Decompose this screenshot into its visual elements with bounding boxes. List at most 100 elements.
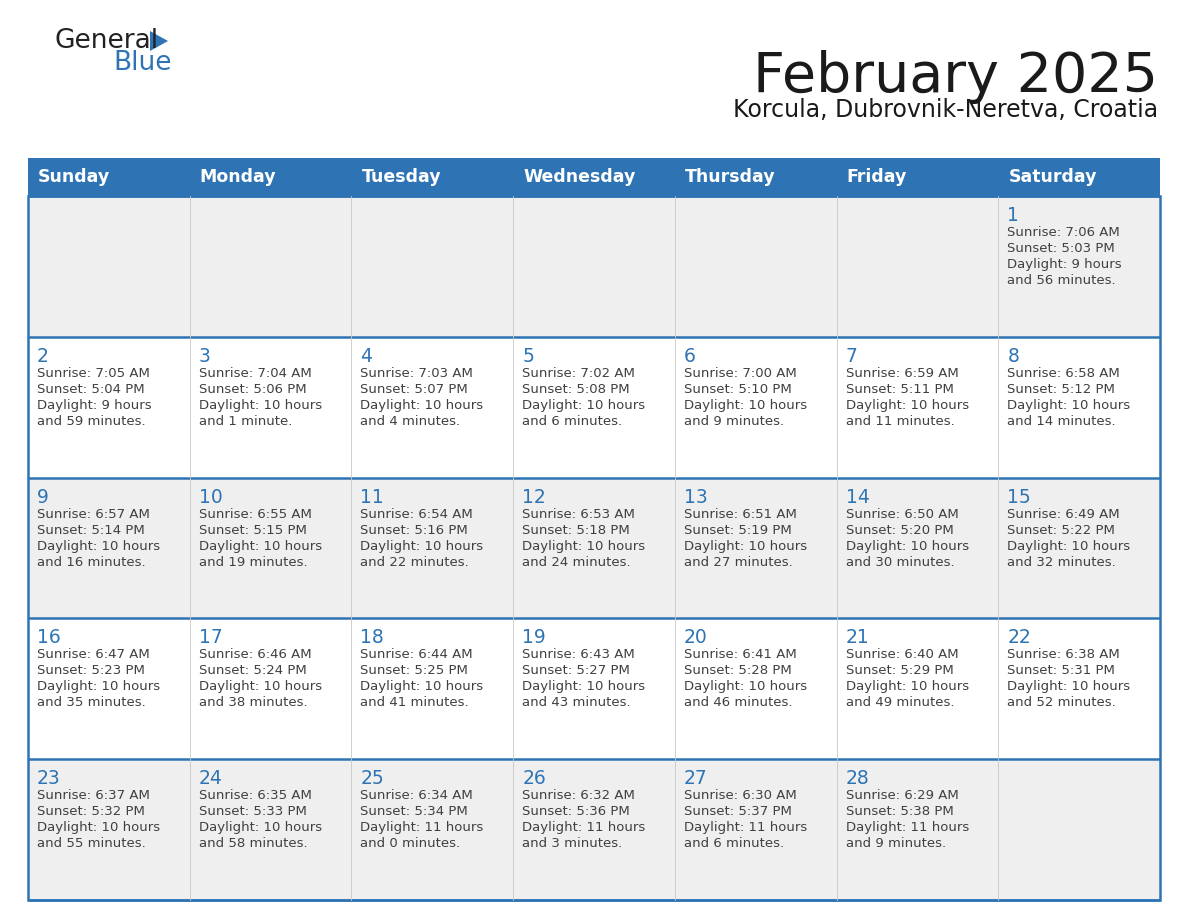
Text: Sunset: 5:38 PM: Sunset: 5:38 PM — [846, 805, 953, 818]
Text: Sunrise: 7:04 AM: Sunrise: 7:04 AM — [198, 367, 311, 380]
Text: and 59 minutes.: and 59 minutes. — [37, 415, 146, 428]
Text: Daylight: 10 hours: Daylight: 10 hours — [846, 540, 968, 553]
Text: and 27 minutes.: and 27 minutes. — [684, 555, 792, 568]
Text: Sunrise: 6:35 AM: Sunrise: 6:35 AM — [198, 789, 311, 802]
Text: Sunrise: 6:53 AM: Sunrise: 6:53 AM — [523, 508, 636, 521]
Text: Daylight: 11 hours: Daylight: 11 hours — [523, 822, 645, 834]
Text: 24: 24 — [198, 769, 222, 789]
Text: Daylight: 10 hours: Daylight: 10 hours — [37, 822, 160, 834]
Text: Daylight: 10 hours: Daylight: 10 hours — [37, 540, 160, 553]
Text: Sunset: 5:08 PM: Sunset: 5:08 PM — [523, 383, 630, 396]
Text: Sunrise: 6:29 AM: Sunrise: 6:29 AM — [846, 789, 959, 802]
Text: Sunrise: 7:05 AM: Sunrise: 7:05 AM — [37, 367, 150, 380]
Text: and 30 minutes.: and 30 minutes. — [846, 555, 954, 568]
Text: and 49 minutes.: and 49 minutes. — [846, 697, 954, 710]
Text: Daylight: 10 hours: Daylight: 10 hours — [198, 822, 322, 834]
Text: 28: 28 — [846, 769, 870, 789]
Text: Daylight: 10 hours: Daylight: 10 hours — [1007, 398, 1131, 412]
Text: Friday: Friday — [847, 168, 906, 186]
Text: and 9 minutes.: and 9 minutes. — [846, 837, 946, 850]
Text: Saturday: Saturday — [1009, 168, 1097, 186]
Text: and 1 minute.: and 1 minute. — [198, 415, 292, 428]
Text: Daylight: 10 hours: Daylight: 10 hours — [846, 680, 968, 693]
Text: 3: 3 — [198, 347, 210, 365]
Text: Sunset: 5:11 PM: Sunset: 5:11 PM — [846, 383, 954, 396]
Text: 14: 14 — [846, 487, 870, 507]
Text: Sunset: 5:24 PM: Sunset: 5:24 PM — [198, 665, 307, 677]
Text: General: General — [55, 28, 159, 54]
Text: and 56 minutes.: and 56 minutes. — [1007, 274, 1116, 287]
Text: Sunset: 5:28 PM: Sunset: 5:28 PM — [684, 665, 791, 677]
Text: and 46 minutes.: and 46 minutes. — [684, 697, 792, 710]
Text: Sunrise: 7:03 AM: Sunrise: 7:03 AM — [360, 367, 473, 380]
Text: Daylight: 10 hours: Daylight: 10 hours — [360, 680, 484, 693]
Text: 20: 20 — [684, 629, 708, 647]
Text: Sunrise: 6:47 AM: Sunrise: 6:47 AM — [37, 648, 150, 661]
Text: and 14 minutes.: and 14 minutes. — [1007, 415, 1116, 428]
Text: 18: 18 — [360, 629, 384, 647]
Text: Sunrise: 6:50 AM: Sunrise: 6:50 AM — [846, 508, 959, 521]
Text: Sunset: 5:32 PM: Sunset: 5:32 PM — [37, 805, 145, 818]
Text: Sunrise: 6:30 AM: Sunrise: 6:30 AM — [684, 789, 797, 802]
Text: Daylight: 10 hours: Daylight: 10 hours — [846, 398, 968, 412]
Text: Sunset: 5:20 PM: Sunset: 5:20 PM — [846, 523, 953, 537]
Text: Sunset: 5:04 PM: Sunset: 5:04 PM — [37, 383, 145, 396]
Bar — [29, 759, 1159, 900]
Text: and 11 minutes.: and 11 minutes. — [846, 415, 954, 428]
Text: Sunrise: 6:57 AM: Sunrise: 6:57 AM — [37, 508, 150, 521]
Text: 13: 13 — [684, 487, 708, 507]
Bar — [836, 158, 998, 196]
Text: Sunset: 5:15 PM: Sunset: 5:15 PM — [198, 523, 307, 537]
Text: Wednesday: Wednesday — [523, 168, 636, 186]
Text: Thursday: Thursday — [684, 168, 776, 186]
Bar — [352, 158, 513, 196]
Text: Sunset: 5:23 PM: Sunset: 5:23 PM — [37, 665, 145, 677]
Text: 23: 23 — [37, 769, 61, 789]
Text: Daylight: 10 hours: Daylight: 10 hours — [360, 398, 484, 412]
Text: 9: 9 — [37, 487, 49, 507]
Text: Sunrise: 7:02 AM: Sunrise: 7:02 AM — [523, 367, 636, 380]
Text: Sunrise: 7:06 AM: Sunrise: 7:06 AM — [1007, 226, 1120, 239]
Text: Sunset: 5:27 PM: Sunset: 5:27 PM — [523, 665, 630, 677]
Text: and 43 minutes.: and 43 minutes. — [523, 697, 631, 710]
Text: 4: 4 — [360, 347, 372, 365]
Text: and 0 minutes.: and 0 minutes. — [360, 837, 461, 850]
Text: 17: 17 — [198, 629, 222, 647]
Text: and 38 minutes.: and 38 minutes. — [198, 697, 308, 710]
Text: Monday: Monday — [200, 168, 277, 186]
Text: Sunset: 5:18 PM: Sunset: 5:18 PM — [523, 523, 630, 537]
Text: 6: 6 — [684, 347, 696, 365]
Text: Blue: Blue — [113, 50, 171, 76]
Text: Sunset: 5:03 PM: Sunset: 5:03 PM — [1007, 242, 1116, 255]
Text: Daylight: 11 hours: Daylight: 11 hours — [360, 822, 484, 834]
Text: Daylight: 10 hours: Daylight: 10 hours — [37, 680, 160, 693]
Text: Sunset: 5:33 PM: Sunset: 5:33 PM — [198, 805, 307, 818]
Text: and 55 minutes.: and 55 minutes. — [37, 837, 146, 850]
Text: Sunset: 5:14 PM: Sunset: 5:14 PM — [37, 523, 145, 537]
Text: 15: 15 — [1007, 487, 1031, 507]
Text: Daylight: 10 hours: Daylight: 10 hours — [523, 398, 645, 412]
Text: February 2025: February 2025 — [753, 50, 1158, 104]
Text: Sunset: 5:37 PM: Sunset: 5:37 PM — [684, 805, 791, 818]
Bar — [190, 158, 352, 196]
Text: and 3 minutes.: and 3 minutes. — [523, 837, 623, 850]
Text: Sunset: 5:34 PM: Sunset: 5:34 PM — [360, 805, 468, 818]
Polygon shape — [150, 31, 168, 51]
Bar — [998, 158, 1159, 196]
Text: Sunset: 5:10 PM: Sunset: 5:10 PM — [684, 383, 791, 396]
Bar — [29, 158, 190, 196]
Text: Sunrise: 6:46 AM: Sunrise: 6:46 AM — [198, 648, 311, 661]
Text: 12: 12 — [523, 487, 546, 507]
Text: Sunset: 5:12 PM: Sunset: 5:12 PM — [1007, 383, 1116, 396]
Text: and 24 minutes.: and 24 minutes. — [523, 555, 631, 568]
Text: and 4 minutes.: and 4 minutes. — [360, 415, 461, 428]
Text: Daylight: 9 hours: Daylight: 9 hours — [1007, 258, 1121, 271]
Text: Daylight: 10 hours: Daylight: 10 hours — [684, 540, 807, 553]
Text: Daylight: 10 hours: Daylight: 10 hours — [1007, 680, 1131, 693]
Text: Daylight: 11 hours: Daylight: 11 hours — [684, 822, 807, 834]
Text: Daylight: 11 hours: Daylight: 11 hours — [846, 822, 969, 834]
Text: Sunrise: 6:54 AM: Sunrise: 6:54 AM — [360, 508, 473, 521]
Text: Sunrise: 6:51 AM: Sunrise: 6:51 AM — [684, 508, 797, 521]
Text: 10: 10 — [198, 487, 222, 507]
Text: and 52 minutes.: and 52 minutes. — [1007, 697, 1116, 710]
